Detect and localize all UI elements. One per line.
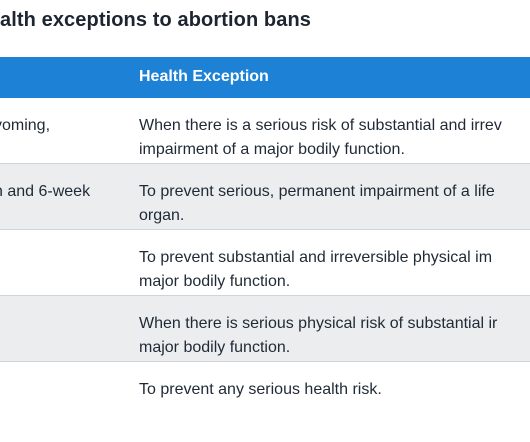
table-row: n and 6-week To prevent serious, permane…	[0, 164, 530, 230]
exception-line: major bodily function.	[139, 339, 291, 356]
table-row: To prevent any serious health risk.	[0, 362, 530, 428]
exception-cell: To prevent serious, permanent impairment…	[139, 180, 495, 228]
table-title: alth exceptions to abortion bans	[0, 9, 312, 31]
exception-line: major bodily function.	[139, 273, 291, 290]
exception-line: To prevent substantial and irreversible …	[139, 249, 493, 266]
exception-line: When there is a serious risk of substant…	[139, 117, 502, 134]
table-header-row: Health Exception	[0, 57, 530, 98]
exception-line: organ.	[139, 207, 185, 224]
exception-cell: When there is a serious risk of substant…	[139, 114, 502, 162]
exception-line: To prevent any serious health risk.	[139, 381, 382, 398]
exception-cell: To prevent any serious health risk.	[139, 378, 382, 402]
exception-line: impairment of a major bodily function.	[139, 141, 405, 158]
state-cell: n and 6-week	[0, 183, 91, 200]
exception-line: When there is serious physical risk of s…	[139, 315, 498, 332]
exception-cell: To prevent substantial and irreversible …	[139, 246, 492, 294]
table-row: yoming, When there is a serious risk of …	[0, 98, 530, 164]
table-row: To prevent substantial and irreversible …	[0, 230, 530, 296]
exception-line: To prevent serious, permanent impairment…	[139, 183, 495, 200]
health-exceptions-table: Health Exception yoming, When there is a…	[0, 57, 530, 428]
table-row: When there is serious physical risk of s…	[0, 296, 530, 362]
state-cell: yoming,	[0, 117, 51, 134]
exception-cell: When there is serious physical risk of s…	[139, 312, 497, 360]
header-health-exception: Health Exception	[139, 68, 269, 85]
